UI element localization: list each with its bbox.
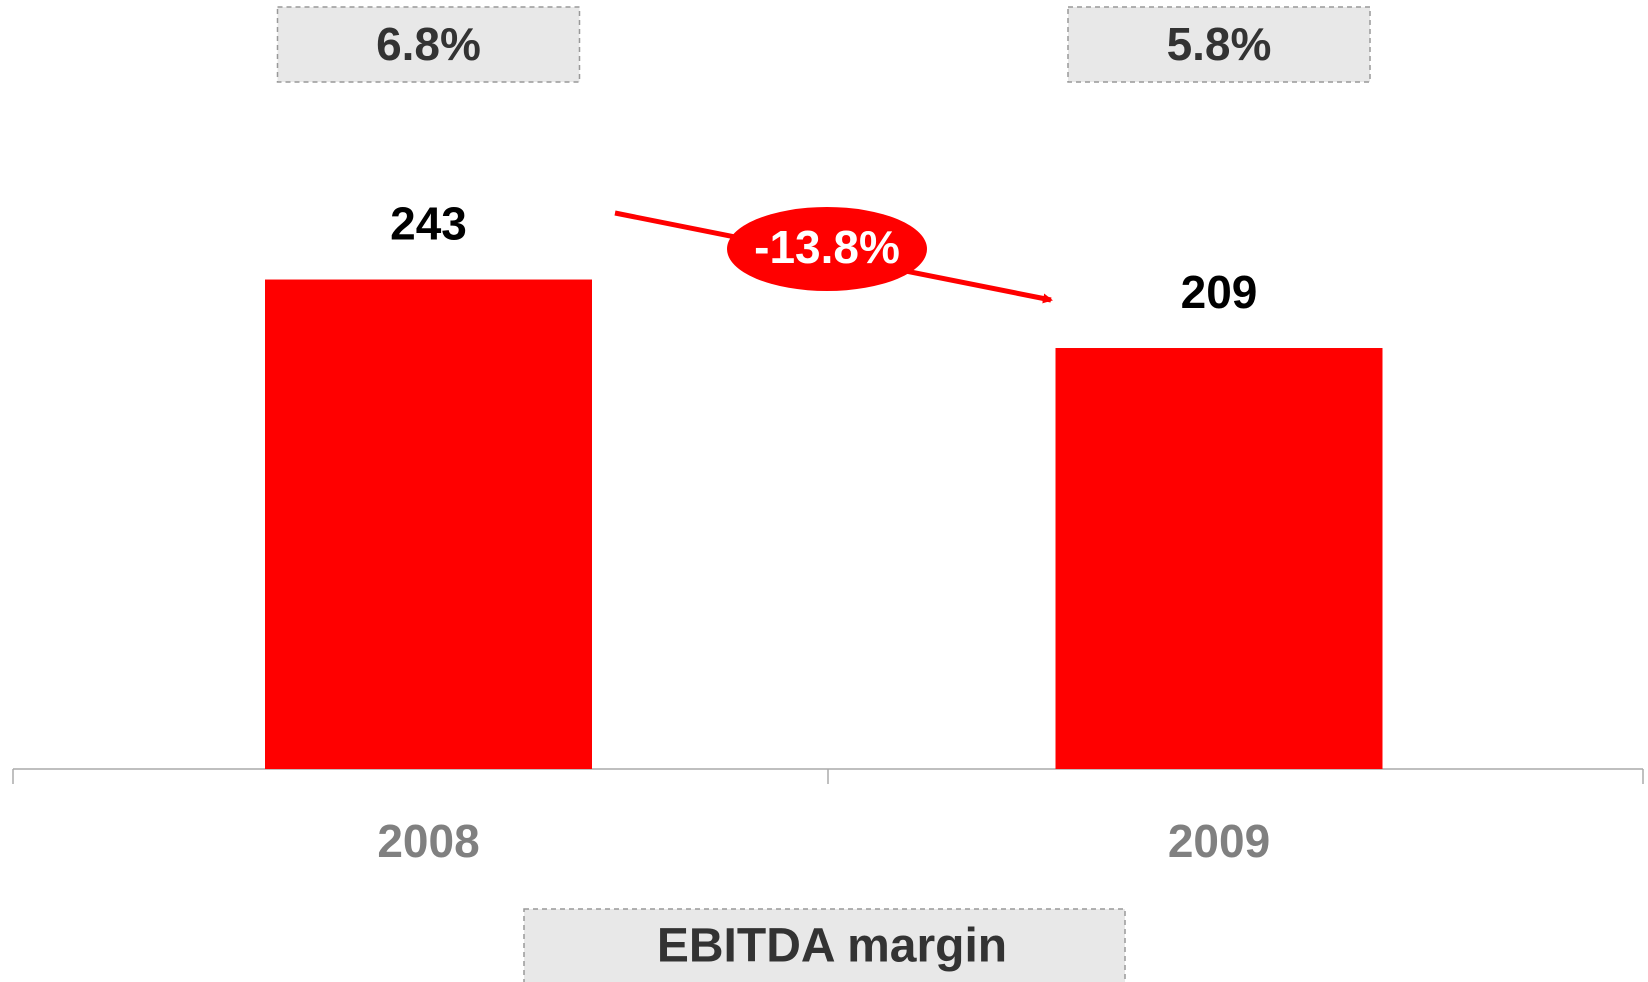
- margin-box: [276, 6, 581, 83]
- x-tick-label: 2009: [1168, 815, 1270, 867]
- change-label: -13.8%: [754, 221, 900, 273]
- value-label: 209: [1181, 266, 1258, 318]
- margin-legend: EBITDA margin: [657, 920, 1007, 973]
- margin-label: 5.8%: [1167, 18, 1272, 70]
- value-label: 243: [390, 198, 467, 250]
- bar: [265, 279, 592, 769]
- margin-legend-box: [523, 908, 1126, 982]
- change-bubble: [727, 207, 927, 291]
- margin-label: 6.8%: [376, 18, 481, 70]
- bar: [1055, 348, 1383, 769]
- margin-box: [1067, 6, 1371, 83]
- x-tick-label: 2008: [377, 815, 479, 867]
